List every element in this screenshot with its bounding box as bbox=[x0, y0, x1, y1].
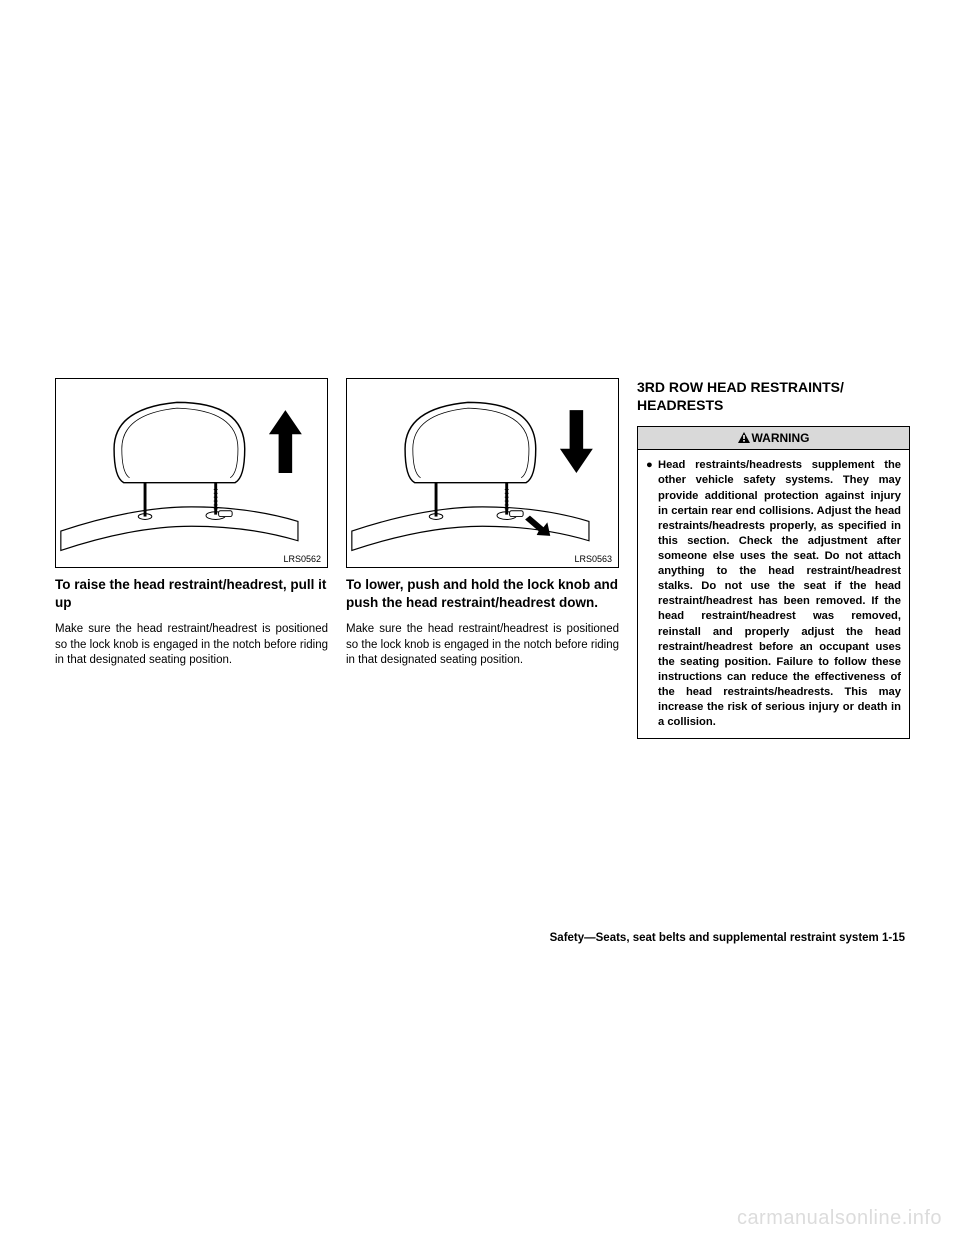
warning-text: Head restraints/headrests supplement the… bbox=[658, 458, 901, 730]
caption-lower: To lower, push and hold the lock knob an… bbox=[346, 576, 619, 612]
column-3: 3RD ROW HEAD RESTRAINTS/ HEADRESTS WARNI… bbox=[637, 378, 910, 739]
warning-body: ● Head restraints/headrests supplement t… bbox=[638, 450, 909, 738]
caption-raise: To raise the head restraint/headrest, pu… bbox=[55, 576, 328, 612]
body-text-2: Make sure the head restraint/headrest is… bbox=[346, 622, 619, 669]
section-heading: 3RD ROW HEAD RESTRAINTS/ HEADRESTS bbox=[637, 378, 910, 414]
page-content: LRS0562 To raise the head restraint/head… bbox=[55, 378, 910, 739]
warning-box: WARNING ● Head restraints/headrests supp… bbox=[637, 426, 910, 739]
watermark: carmanualsonline.info bbox=[737, 1207, 942, 1230]
figure-label-2: LRS0563 bbox=[574, 554, 612, 564]
figure-raise-headrest: LRS0562 bbox=[55, 378, 328, 568]
figure-label-1: LRS0562 bbox=[283, 554, 321, 564]
headrest-raise-illustration bbox=[56, 379, 327, 567]
column-1: LRS0562 To raise the head restraint/head… bbox=[55, 378, 328, 739]
figure-lower-headrest: LRS0563 bbox=[346, 378, 619, 568]
column-2: LRS0563 To lower, push and hold the lock… bbox=[346, 378, 619, 739]
headrest-lower-illustration bbox=[347, 379, 618, 567]
bullet-dot: ● bbox=[646, 458, 658, 730]
body-text-1: Make sure the head restraint/headrest is… bbox=[55, 622, 328, 669]
warning-label: WARNING bbox=[752, 431, 810, 445]
warning-header: WARNING bbox=[638, 427, 909, 450]
page-footer: Safety—Seats, seat belts and supplementa… bbox=[550, 932, 905, 944]
warning-icon bbox=[738, 432, 750, 443]
